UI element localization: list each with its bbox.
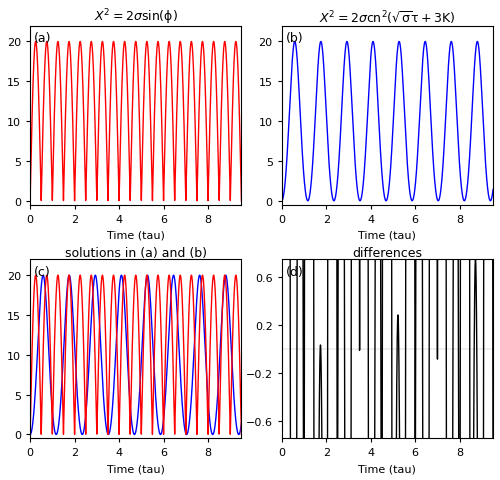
Text: (c): (c) <box>34 265 51 278</box>
X-axis label: Time (tau): Time (tau) <box>107 230 164 240</box>
X-axis label: Time (tau): Time (tau) <box>358 230 416 240</box>
Title: $X^2=2\sigma\rm{sin}(\phi)$: $X^2=2\sigma\rm{sin}(\phi)$ <box>94 7 178 26</box>
Text: (a): (a) <box>34 32 52 45</box>
Title: differences: differences <box>352 247 422 260</box>
Title: solutions in (a) and (b): solutions in (a) and (b) <box>65 247 207 260</box>
Title: $X^2=2\sigma\rm{cn}^2(\sqrt{\sigma}\tau+3K)$: $X^2=2\sigma\rm{cn}^2(\sqrt{\sigma}\tau+… <box>319 10 456 26</box>
Text: (b): (b) <box>286 32 304 45</box>
Text: (d): (d) <box>286 265 304 278</box>
X-axis label: Time (tau): Time (tau) <box>358 463 416 473</box>
X-axis label: Time (tau): Time (tau) <box>107 463 164 473</box>
